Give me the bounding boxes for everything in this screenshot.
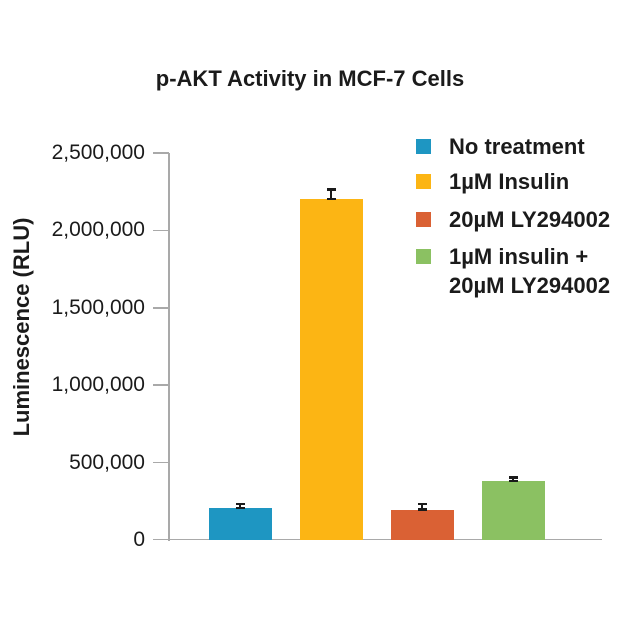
y-tick-label: 2,000,000 <box>51 218 145 242</box>
y-tick-label: 2,500,000 <box>51 141 145 164</box>
legend-item-3: 20µM LY294002 <box>416 205 610 234</box>
error-bar-top-cap <box>508 476 518 479</box>
y-tick-label: 0 <box>133 528 145 551</box>
error-bar-bottom-cap <box>417 508 427 511</box>
error-bar-line <box>330 189 332 200</box>
legend-label-line: No treatment <box>449 134 585 159</box>
legend-label-line: 1µM insulin + <box>449 244 589 269</box>
y-axis-line <box>168 152 170 541</box>
error-bar-top-cap <box>235 502 245 506</box>
legend-label-line: 20µM LY294002 <box>449 273 611 298</box>
legend-label: 20µM LY294002 <box>449 205 610 234</box>
y-tick-label: 1,000,000 <box>51 373 145 397</box>
x-axis-line <box>153 538 602 540</box>
legend-swatch-icon <box>416 174 431 189</box>
chart-title: p-AKT Activity in MCF-7 Cells <box>155 66 465 91</box>
legend-label-line: 20µM LY294002 <box>449 207 611 232</box>
error-bar-top-cap <box>417 502 427 506</box>
y-tick-mark <box>153 229 169 232</box>
legend-label: 1µM Insulin <box>449 167 569 196</box>
legend-swatch-icon <box>416 139 431 154</box>
bar-4 <box>481 481 545 540</box>
y-tick-label: 1,500,000 <box>51 295 145 319</box>
error-bar-line <box>421 503 423 510</box>
error-bar-bottom-cap <box>508 479 518 483</box>
y-tick-mark <box>153 461 169 464</box>
legend-item-1: No treatment <box>416 132 585 161</box>
legend-label-line: 1µM Insulin <box>449 169 570 194</box>
legend-item-2: 1µM Insulin <box>416 167 569 196</box>
error-bar-line <box>239 503 241 509</box>
error-bar-top-cap <box>326 188 336 191</box>
y-tick-mark <box>153 307 169 309</box>
bar-2 <box>299 199 363 540</box>
bar-3 <box>390 509 454 540</box>
legend-item-4: 1µM insulin + 20µM LY294002 <box>416 242 610 300</box>
y-axis-title: Luminescence (RLU) <box>9 217 34 437</box>
y-tick-label: 500,000 <box>69 450 145 474</box>
y-tick-mark <box>153 152 169 154</box>
y-tick-mark <box>153 384 169 386</box>
bar-1 <box>208 508 272 540</box>
error-bar-bottom-cap <box>326 197 336 201</box>
legend-label: 1µM insulin + 20µM LY294002 <box>449 242 610 300</box>
legend-label: No treatment <box>449 132 585 161</box>
legend-swatch-icon <box>416 212 431 227</box>
legend-swatch-icon <box>416 249 431 264</box>
error-bar-line <box>512 477 514 482</box>
error-bar-bottom-cap <box>235 506 245 510</box>
